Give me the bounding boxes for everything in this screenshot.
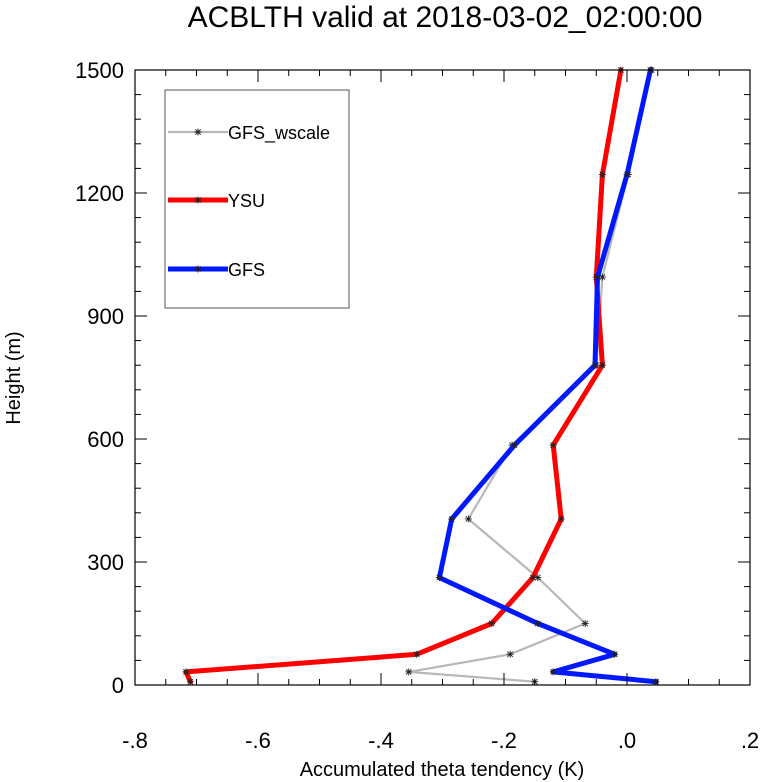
marker-stroke	[624, 171, 630, 178]
marker-stroke	[550, 442, 557, 449]
marker-stroke	[599, 362, 606, 369]
legend: GFS_wscale YSU GFS	[164, 89, 350, 309]
y-tick-label: 0	[112, 673, 124, 698]
marker-stroke	[183, 668, 189, 675]
x-tick-label: .0	[618, 728, 636, 753]
marker-stroke	[534, 620, 541, 627]
data-point-gfs	[591, 361, 599, 369]
series-line-gfs-wscale	[407, 68, 653, 683]
marker-stroke	[507, 651, 514, 658]
data-point-gfs	[510, 441, 518, 449]
y-tick-label: 600	[87, 427, 124, 452]
data-point-ysu	[488, 620, 496, 627]
x-tick-label: .2	[741, 728, 759, 753]
y-axis-label: Height (m)	[3, 331, 25, 424]
data-point-gfs	[448, 515, 456, 523]
marker-stroke	[511, 442, 518, 449]
marker-stroke	[405, 668, 412, 675]
marker-stroke	[550, 668, 557, 675]
data-point-gfs-wscale	[405, 668, 413, 676]
marker-stroke	[594, 274, 601, 280]
legend-label-gfs-wscale: GFS_wscale	[228, 123, 330, 144]
marker-stroke	[534, 574, 541, 581]
data-point-ysu	[598, 171, 606, 179]
y-tick-labels: 0 300 600 900 1200 1500	[75, 58, 124, 698]
series-gfs-wscale	[405, 66, 656, 686]
marker-stroke	[599, 274, 606, 280]
data-point-gfs	[623, 171, 631, 179]
axis-ticks	[134, 69, 751, 686]
data-point-gfs-wscale	[581, 620, 589, 627]
x-tick-label: -.4	[368, 728, 394, 753]
x-tick-label: -.6	[245, 728, 271, 753]
marker-stroke	[195, 266, 201, 272]
marker-stroke	[413, 651, 420, 658]
y-tick-label: 900	[87, 304, 124, 329]
data-point-gfs	[652, 678, 660, 686]
marker-stroke	[187, 678, 194, 685]
data-point-gfs	[549, 668, 557, 676]
series-ysu	[182, 66, 625, 686]
legend-marker-gfs	[194, 265, 202, 273]
marker-stroke	[448, 516, 455, 522]
marker-stroke	[582, 620, 589, 627]
y-tick-label: 300	[87, 550, 124, 575]
data-point-ysu	[529, 574, 537, 582]
data-point-gfs-wscale	[464, 515, 472, 523]
data-point-ysu	[413, 650, 421, 658]
data-point-ysu	[549, 441, 557, 449]
series-gfs	[435, 66, 660, 686]
marker-stroke	[599, 171, 606, 178]
marker-stroke	[436, 574, 443, 581]
data-point-gfs	[593, 273, 601, 281]
x-axis-label: Accumulated theta tendency (K)	[300, 759, 585, 781]
data-point-gfs	[611, 650, 619, 658]
y-tick-label: 1200	[75, 181, 124, 206]
data-point-gfs-wscale	[506, 650, 514, 658]
marker-stroke	[529, 574, 536, 581]
data-point-gfs	[435, 574, 443, 582]
marker-stroke	[611, 651, 618, 658]
x-tick-labels: -.8 -.6 -.4 -.2 .0 .2	[122, 728, 759, 753]
x-tick-label: -.8	[122, 728, 148, 753]
data-point-gfs-wscale	[534, 574, 542, 582]
y-tick-label: 1500	[75, 58, 124, 83]
data-point-ysu	[557, 515, 565, 523]
x-tick-label: -.2	[491, 728, 517, 753]
marker-stroke	[195, 129, 201, 135]
data-point-ysu	[598, 361, 606, 369]
marker-stroke	[465, 516, 472, 522]
plot-area	[182, 66, 660, 686]
data-point-gfs	[534, 620, 542, 627]
marker-stroke	[488, 620, 495, 627]
legend-marker-ysu	[194, 196, 202, 204]
data-point-ysu	[186, 678, 194, 686]
chart-title: ACBLTH valid at 2018-03-02_02:00:00	[188, 1, 703, 34]
legend-label-gfs: GFS	[228, 260, 265, 280]
legend-label-ysu: YSU	[228, 191, 265, 211]
legend-marker-gfs-wscale	[194, 128, 202, 136]
marker-stroke	[592, 362, 598, 369]
series-line-gfs	[436, 67, 659, 685]
data-point-ysu	[182, 668, 190, 676]
marker-stroke	[195, 197, 201, 203]
marker-stroke	[558, 516, 565, 522]
